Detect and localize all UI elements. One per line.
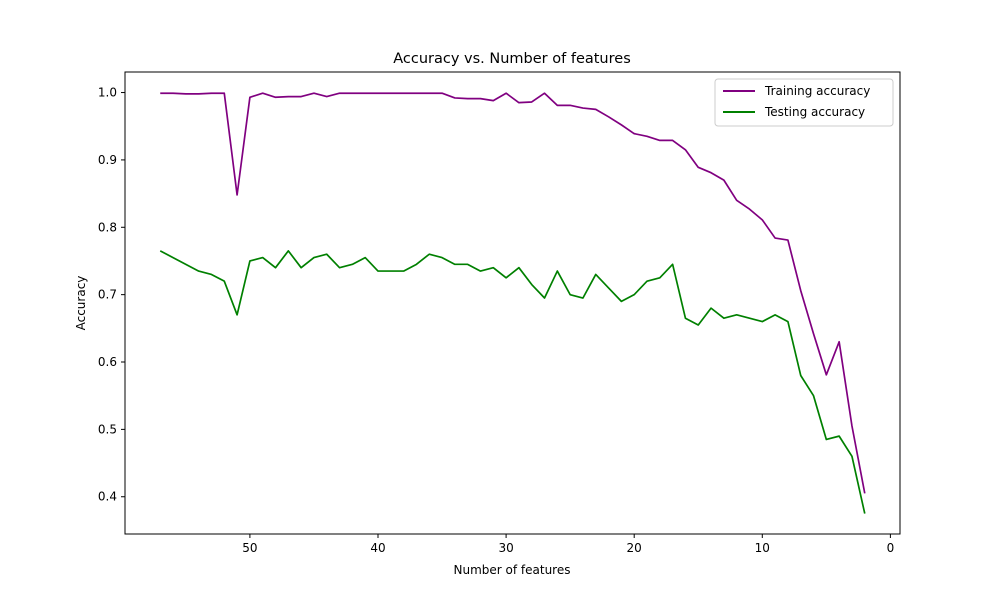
- x-tick-label: 40: [370, 541, 385, 555]
- series-line-testing: [159, 250, 866, 514]
- y-axis-ticks: 0.4 0.5 0.6 0.7 0.8 0.9 1.0: [98, 86, 125, 504]
- x-axis-label: Number of features: [454, 563, 571, 577]
- legend-label-testing: Testing accuracy: [764, 105, 865, 119]
- y-tick-label: 0.9: [98, 153, 117, 167]
- chart-title: Accuracy vs. Number of features: [393, 51, 631, 67]
- x-tick-label: 30: [498, 541, 513, 555]
- x-tick-label: 0: [887, 541, 895, 555]
- legend: Training accuracy Testing accuracy: [714, 78, 894, 127]
- y-tick-label: 0.4: [98, 490, 117, 504]
- legend-label-training: Training accuracy: [764, 84, 870, 98]
- series-line-training: [160, 92, 866, 494]
- y-tick-label: 0.5: [98, 422, 117, 436]
- y-tick-label: 0.8: [98, 220, 117, 234]
- legend-box: [714, 78, 894, 127]
- x-axis-ticks: 50 40 30 20 10 0: [242, 534, 894, 555]
- y-tick-label: 0.6: [98, 355, 117, 369]
- axes-frame: [124, 71, 901, 535]
- x-tick-label: 50: [242, 541, 257, 555]
- plot-lines: [159, 92, 866, 514]
- y-tick-label: 1.0: [98, 86, 117, 100]
- x-tick-label: 10: [755, 541, 770, 555]
- x-tick-label: 20: [627, 541, 642, 555]
- y-axis-label: Accuracy: [74, 276, 88, 331]
- y-tick-label: 0.7: [98, 288, 117, 302]
